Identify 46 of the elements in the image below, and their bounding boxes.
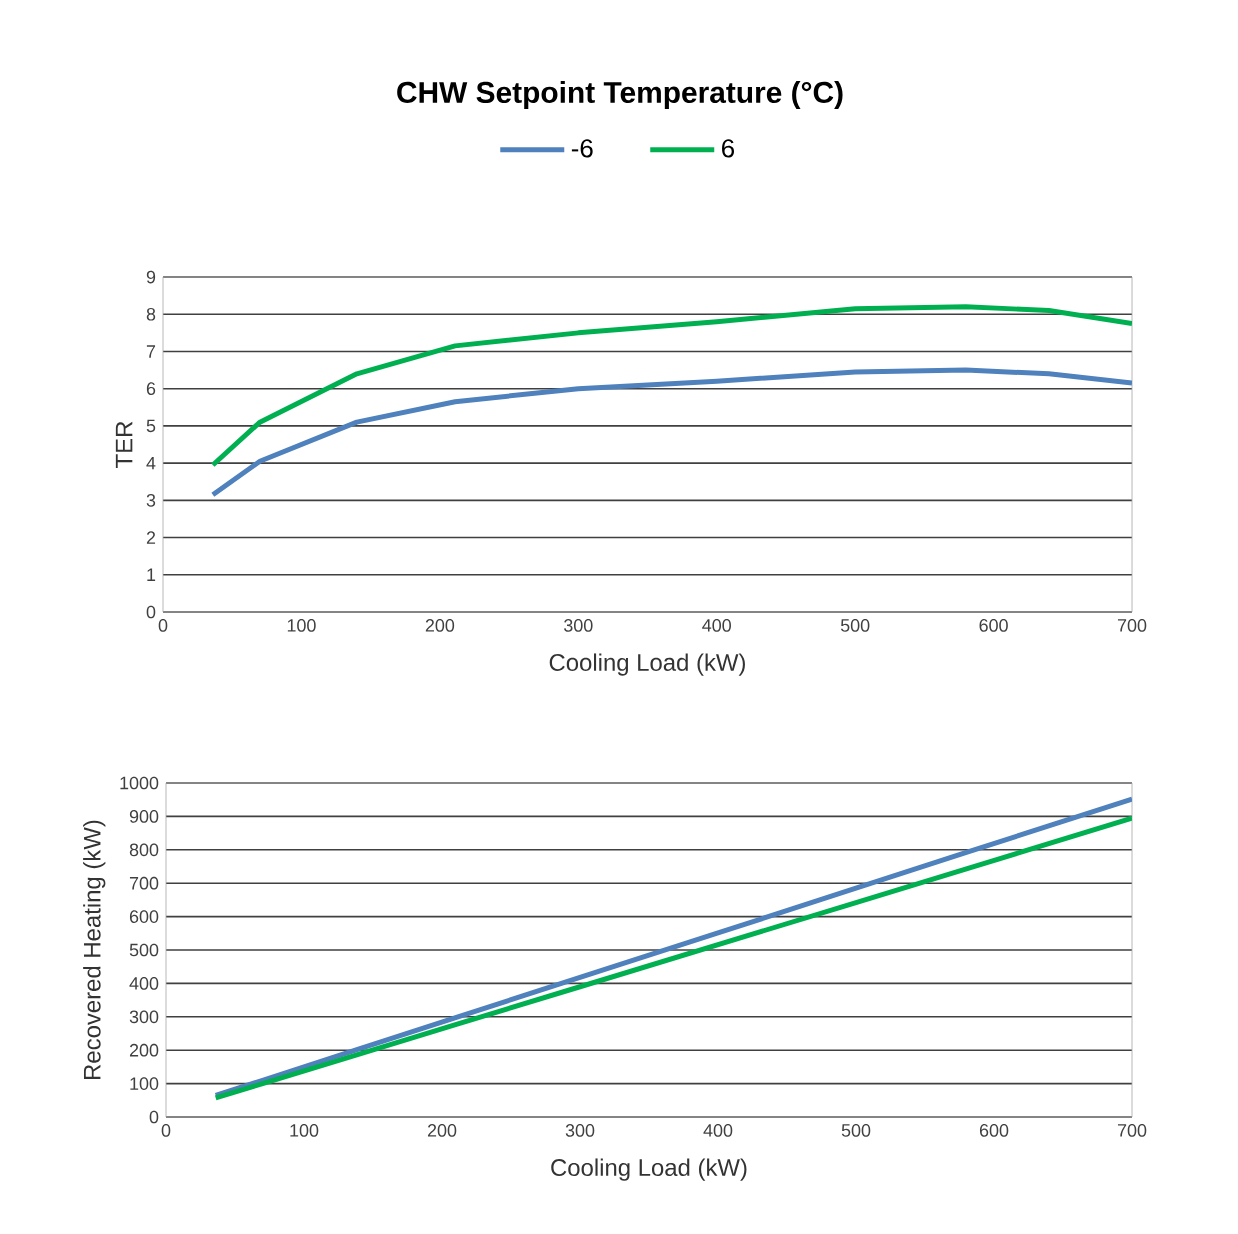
x-tick-label: 300 bbox=[564, 619, 593, 632]
x-tick-label: 100 bbox=[290, 1124, 319, 1137]
y-tick-label: 0 bbox=[149, 1110, 159, 1124]
x-tick-label: 400 bbox=[703, 1124, 733, 1137]
y-tick-label: 800 bbox=[129, 843, 159, 857]
x-tick-label: 100 bbox=[287, 619, 316, 632]
y-tick-label: 200 bbox=[129, 1043, 159, 1057]
y-tick-label: 900 bbox=[129, 810, 159, 823]
x-axis-title: Cooling Load (kW) bbox=[549, 653, 745, 676]
x-tick-label: 400 bbox=[702, 619, 731, 632]
x-tick-label: 600 bbox=[979, 1124, 1009, 1137]
y-tick-label: 2 bbox=[146, 531, 156, 544]
x-tick-label: 700 bbox=[1117, 1124, 1147, 1137]
line-series bbox=[210, 304, 1133, 468]
x-tick-label: 700 bbox=[1117, 619, 1147, 632]
y-tick-label: 8 bbox=[146, 307, 156, 321]
x-tick-label: 500 bbox=[841, 1124, 871, 1137]
y-tick-label: 4 bbox=[146, 456, 156, 470]
y-tick-label: 5 bbox=[146, 419, 156, 433]
legend-label: -6 bbox=[571, 139, 593, 158]
x-axis-title: Cooling Load (kW) bbox=[551, 1158, 747, 1181]
y-axis-title: Recovered Heating (kW) bbox=[83, 820, 106, 1079]
legend-label: 6 bbox=[722, 139, 734, 158]
x-tick-label: 0 bbox=[158, 619, 168, 632]
y-tick-label: 6 bbox=[146, 382, 156, 396]
y-axis-title: TER bbox=[115, 421, 133, 468]
x-tick-label: 200 bbox=[425, 619, 455, 632]
x-tick-label: 300 bbox=[565, 1124, 595, 1137]
y-tick-label: 3 bbox=[146, 493, 156, 507]
y-tick-label: 500 bbox=[129, 943, 159, 957]
y-tick-label: 9 bbox=[146, 270, 156, 284]
y-tick-label: 100 bbox=[130, 1077, 159, 1090]
x-tick-label: 500 bbox=[840, 619, 870, 632]
x-tick-label: 600 bbox=[979, 619, 1008, 632]
y-tick-label: 300 bbox=[129, 1010, 159, 1024]
y-tick-label: 700 bbox=[129, 876, 159, 890]
y-tick-label: 1 bbox=[147, 568, 156, 581]
x-tick-label: 200 bbox=[427, 1124, 457, 1137]
y-tick-label: 1000 bbox=[120, 776, 159, 790]
x-tick-label: 0 bbox=[161, 1124, 171, 1137]
y-tick-label: 400 bbox=[129, 977, 159, 990]
y-tick-label: 600 bbox=[129, 910, 159, 923]
y-tick-label: 7 bbox=[146, 345, 156, 358]
y-tick-label: 0 bbox=[146, 605, 156, 619]
line-series bbox=[210, 367, 1133, 498]
legend-title: CHW Setpoint Temperature (°C) bbox=[397, 81, 843, 109]
